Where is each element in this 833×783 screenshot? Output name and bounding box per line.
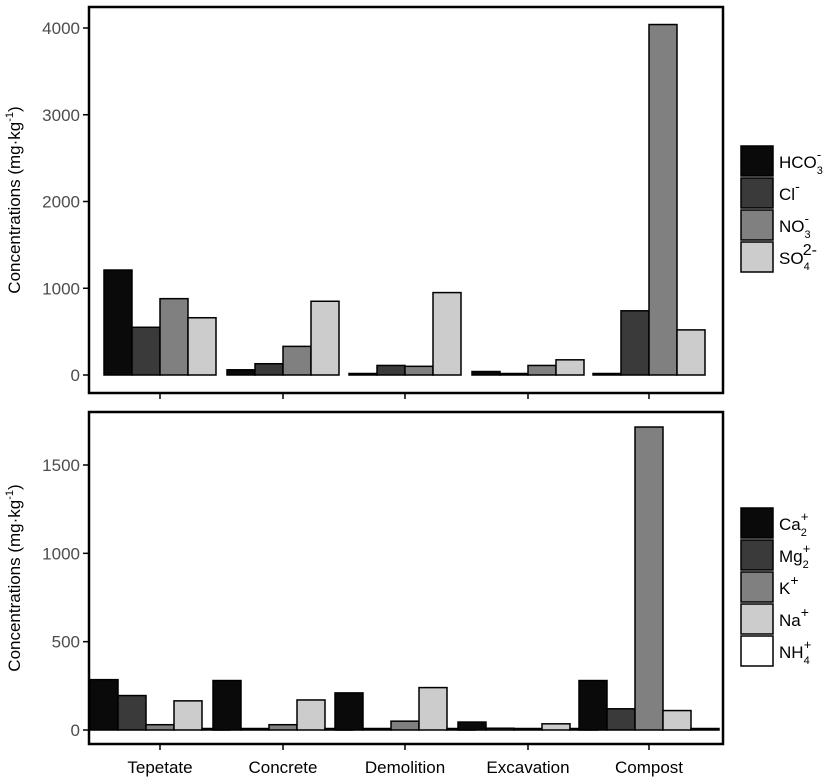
anions-panel: 0 1000 2000 3000 4000 Concentrations (mg·kg-1… xyxy=(4,5,823,399)
bar xyxy=(541,723,571,731)
legend-label: SO42- xyxy=(779,242,817,273)
bar xyxy=(173,700,203,731)
bar xyxy=(117,694,147,731)
legend-label: Na+ xyxy=(779,604,809,630)
y-tick-label: 1000 xyxy=(42,544,80,563)
bar xyxy=(513,727,543,731)
legend-label: Ca2+ xyxy=(779,509,808,539)
bar xyxy=(620,310,650,376)
legend-swatch xyxy=(740,241,774,273)
x-tick-label: Demolition xyxy=(365,758,445,777)
legend-label: NO3- xyxy=(779,211,811,241)
legend-swatch xyxy=(740,539,774,571)
bar xyxy=(662,709,692,731)
bar xyxy=(471,370,501,376)
bar xyxy=(334,692,364,731)
plot-frame xyxy=(87,5,725,395)
bar xyxy=(296,699,326,731)
bar xyxy=(240,727,270,731)
bar xyxy=(648,23,678,376)
bar xyxy=(690,727,720,731)
bar xyxy=(310,300,340,376)
y-tick-label: 4000 xyxy=(42,19,80,38)
bar xyxy=(226,369,256,376)
bar xyxy=(527,364,557,376)
bar xyxy=(634,426,664,731)
bar xyxy=(676,329,706,376)
x-tick-label: Concrete xyxy=(249,758,318,777)
y-tick-label: 3000 xyxy=(42,106,80,125)
bar xyxy=(485,727,515,731)
legend-label: K+ xyxy=(779,572,799,598)
bar xyxy=(254,362,284,376)
bar xyxy=(212,679,242,731)
y-tick-label: 1500 xyxy=(42,456,80,475)
legend-swatch xyxy=(740,635,774,667)
legend-label: NH4+ xyxy=(779,637,811,667)
cations-panel: 0 500 1000 1500 Tepetate Concrete Demolition Ex… xyxy=(4,410,811,777)
y-tick-label: 2000 xyxy=(42,193,80,212)
legend-swatch xyxy=(740,571,774,603)
bar xyxy=(418,686,448,731)
bar xyxy=(606,708,636,731)
y-tick-label: 0 xyxy=(71,366,80,385)
x-tick-label: Tepetate xyxy=(127,758,192,777)
legend-swatch xyxy=(740,145,774,177)
bar xyxy=(103,269,133,376)
bar xyxy=(432,291,462,376)
bar xyxy=(159,297,189,376)
bar xyxy=(268,723,298,731)
bar xyxy=(282,345,312,376)
legend-swatch xyxy=(740,507,774,539)
x-tick-label: Excavation xyxy=(486,758,569,777)
bar xyxy=(376,364,406,376)
y-axis-label: Concentrations (mg·kg-1) xyxy=(4,484,24,671)
legend-label: Cl- xyxy=(779,178,800,204)
legend-swatch xyxy=(740,209,774,241)
bar xyxy=(348,372,378,376)
legend-label: HCO3- xyxy=(779,147,823,177)
y-tick-label: 0 xyxy=(71,721,80,740)
legend-swatch xyxy=(740,177,774,209)
bar xyxy=(187,316,217,376)
bar xyxy=(390,720,420,731)
bar xyxy=(555,359,585,376)
plot-frame xyxy=(87,410,725,746)
y-tick-label: 500 xyxy=(52,633,80,652)
bar xyxy=(131,326,161,376)
legend-label: Mg2+ xyxy=(779,541,810,571)
bar xyxy=(145,723,175,731)
bar xyxy=(457,721,487,731)
x-tick-label: Compost xyxy=(615,758,683,777)
bar xyxy=(578,679,608,731)
y-tick-label: 1000 xyxy=(42,279,80,298)
bar xyxy=(499,372,529,376)
bar xyxy=(592,372,622,376)
bar xyxy=(89,678,119,731)
bar xyxy=(404,365,434,376)
y-axis-label: Concentrations (mg·kg-1) xyxy=(4,106,24,293)
bar xyxy=(362,727,392,731)
legend-swatch xyxy=(740,603,774,635)
